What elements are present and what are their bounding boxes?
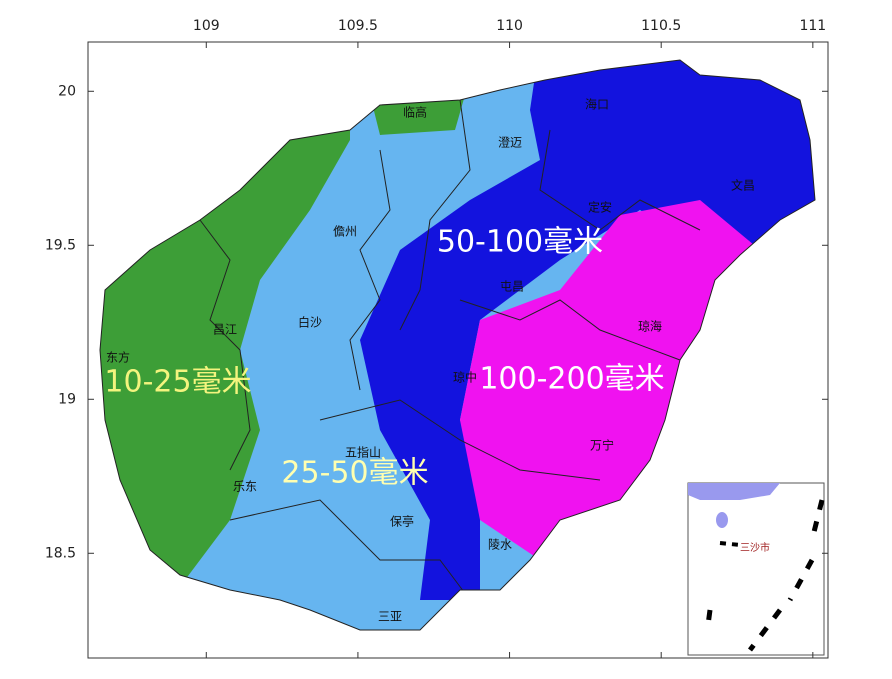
city-label: 澄迈	[498, 135, 522, 150]
x-tick-label: 111	[799, 18, 826, 34]
city-label: 东方	[106, 350, 130, 365]
inset: 三沙市	[687, 482, 825, 656]
city-label: 乐东	[233, 480, 257, 494]
x-tick-label: 110	[496, 18, 523, 34]
city-label: 定安	[588, 200, 612, 215]
inset-label: 三沙市	[740, 541, 770, 554]
city-label: 海口	[585, 97, 609, 112]
axes: 109 109.5 110 110.5 111 20 19.5 19 18.5	[45, 18, 828, 658]
city-label: 儋州	[333, 225, 357, 239]
x-tick-label: 109.5	[338, 18, 378, 34]
city-label: 白沙	[298, 315, 322, 330]
x-tick-label: 110.5	[641, 18, 681, 34]
inset-frame	[687, 482, 825, 656]
county-borders	[199, 99, 701, 601]
zone-10-25	[370, 95, 465, 135]
city-labels: 临高 澄迈 海口 文昌 定安 儋州 白沙 昌江 东方 屯昌 琼海 琼中 五指山 …	[106, 97, 755, 624]
y-tick-label: 20	[58, 83, 76, 99]
city-label: 昌江	[213, 323, 237, 337]
island-outline	[99, 59, 816, 631]
boundary-line	[705, 499, 825, 652]
zone-label: 25-50毫米	[281, 456, 428, 491]
y-tick-label: 19.5	[45, 237, 76, 253]
inset-land	[716, 512, 728, 528]
city-label: 文昌	[731, 178, 755, 193]
city-label: 五指山	[345, 445, 381, 460]
zone-label: 50-100毫米	[437, 225, 603, 260]
inset-land	[688, 483, 780, 500]
city-label: 三亚	[378, 610, 402, 624]
city-label: 万宁	[590, 438, 614, 453]
city-label: 临高	[403, 105, 427, 120]
x-tick-label: 109	[193, 18, 220, 34]
city-label: 陵水	[488, 538, 512, 552]
boundary-line	[719, 541, 741, 547]
zone-100-200	[460, 200, 760, 560]
city-label: 琼中	[453, 370, 477, 385]
zone-label: 10-25毫米	[104, 365, 251, 400]
city-label: 琼海	[638, 319, 662, 334]
y-tick-label: 19	[58, 391, 76, 407]
y-tick-label: 18.5	[45, 545, 76, 561]
zone-label: 100-200毫米	[479, 362, 664, 397]
city-label: 保亭	[390, 514, 414, 529]
city-label: 屯昌	[500, 280, 524, 294]
zone-50-100	[360, 60, 815, 600]
